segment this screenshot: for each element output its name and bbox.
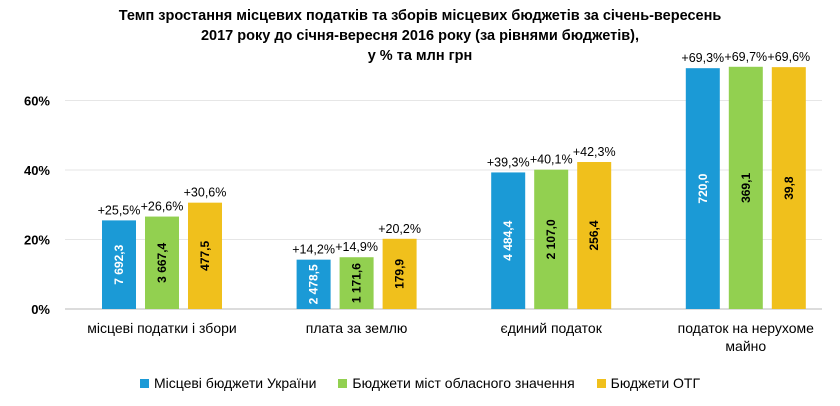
bar bbox=[685, 68, 720, 310]
data-label: +26,6% bbox=[141, 200, 184, 214]
legend-swatch bbox=[139, 378, 149, 388]
amount-label: 7 692,3 bbox=[112, 244, 126, 284]
data-label: +40,1% bbox=[530, 153, 573, 167]
category-label: місцеві податки і збори bbox=[87, 320, 236, 336]
bar bbox=[577, 162, 612, 309]
bar bbox=[771, 67, 806, 309]
amount-label: 2 107,0 bbox=[544, 219, 558, 259]
y-tick-label: 60% bbox=[24, 94, 50, 109]
amount-label: 720,0 bbox=[696, 173, 710, 203]
legend-swatch bbox=[338, 378, 348, 388]
amount-label: 39,8 bbox=[782, 176, 796, 200]
data-label: +14,2% bbox=[292, 243, 335, 257]
amount-label: 1 171,6 bbox=[350, 263, 364, 303]
category-label: єдиний податок bbox=[501, 320, 603, 336]
amount-label: 4 484,4 bbox=[501, 220, 515, 260]
chart-title-line: 2017 року до січня-вересня 2016 року (за… bbox=[200, 28, 640, 44]
legend-label: Бюджети міст обласного значення bbox=[352, 375, 575, 391]
data-label: +20,2% bbox=[378, 222, 421, 236]
amount-label: 3 667,4 bbox=[155, 242, 169, 282]
data-label: +39,3% bbox=[487, 155, 530, 169]
category-label: податок на нерухоме bbox=[678, 320, 815, 336]
bar bbox=[339, 257, 374, 309]
y-tick-label: 0% bbox=[31, 302, 50, 317]
bar bbox=[145, 216, 179, 309]
bar bbox=[102, 220, 136, 309]
category-label: майно bbox=[725, 338, 766, 354]
data-label: +25,5% bbox=[98, 203, 141, 217]
legend-item: Бюджети ОТГ bbox=[596, 375, 701, 391]
amount-label: 179,9 bbox=[393, 259, 407, 289]
legend-item: Місцеві бюджети України bbox=[139, 375, 317, 391]
amount-label: 477,5 bbox=[198, 240, 212, 270]
amount-label: 256,4 bbox=[587, 220, 601, 250]
chart-title-line: у % та млн грн bbox=[367, 48, 473, 64]
y-tick-label: 40% bbox=[24, 163, 50, 178]
legend: Місцеві бюджети України Бюджети міст обл… bbox=[0, 375, 840, 391]
bar bbox=[534, 169, 569, 309]
legend-swatch bbox=[596, 378, 606, 388]
category-label: плата за землю bbox=[306, 320, 408, 336]
data-label: +42,3% bbox=[573, 145, 616, 159]
data-label: +69,7% bbox=[724, 50, 767, 64]
legend-label: Бюджети ОТГ bbox=[610, 375, 701, 391]
chart-title: Темп зростання місцевих податків та збор… bbox=[0, 6, 840, 66]
amount-label: 369,1 bbox=[739, 173, 753, 203]
data-label: +14,9% bbox=[335, 240, 378, 254]
bar bbox=[188, 202, 222, 309]
data-label: +69,6% bbox=[767, 50, 810, 64]
legend-item: Бюджети міст обласного значення bbox=[338, 375, 575, 391]
bar bbox=[296, 259, 331, 309]
legend-label: Місцеві бюджети України bbox=[153, 375, 317, 391]
data-label: +30,6% bbox=[184, 186, 227, 200]
data-label: +69,3% bbox=[681, 51, 724, 65]
chart-title-line: Темп зростання місцевих податків та збор… bbox=[118, 8, 722, 24]
y-tick-label: 20% bbox=[24, 233, 50, 248]
bar bbox=[382, 238, 417, 309]
bar bbox=[728, 66, 763, 309]
bar bbox=[491, 172, 526, 309]
amount-label: 2 478,5 bbox=[307, 264, 321, 304]
